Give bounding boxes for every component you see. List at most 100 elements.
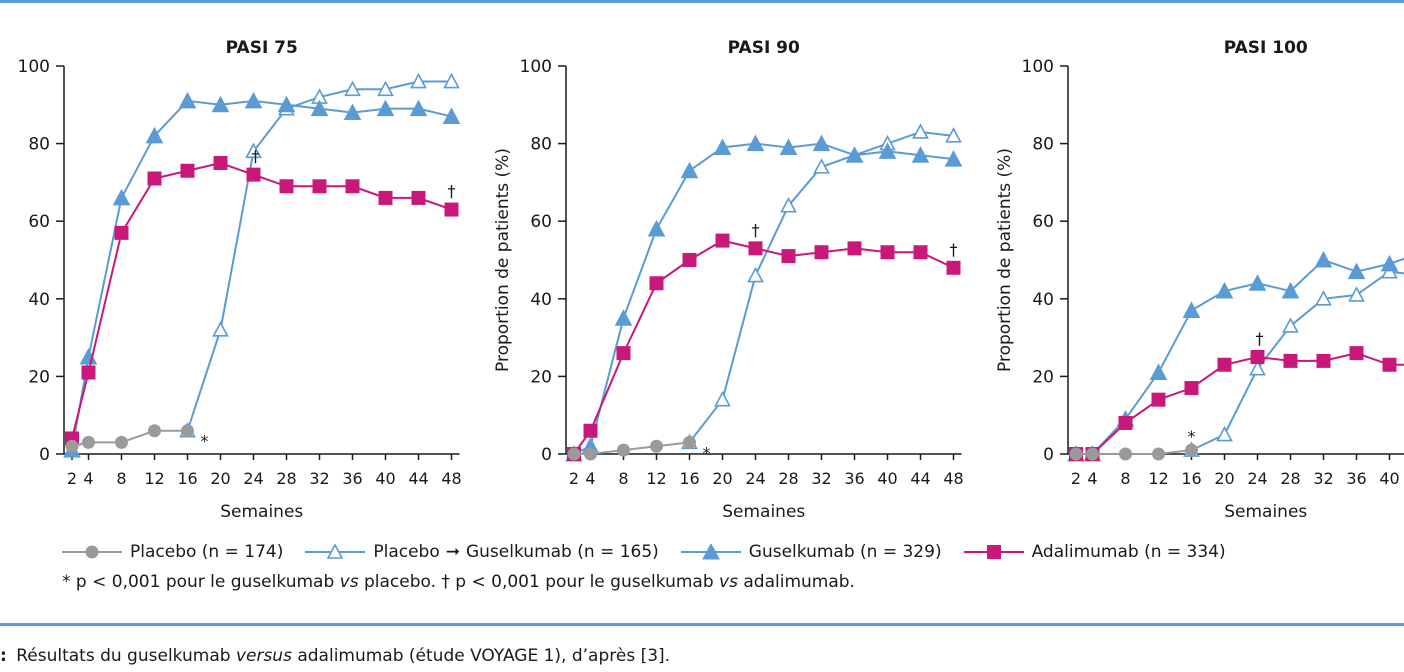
data-point-guselkumab — [442, 107, 461, 124]
annotation-mark: * — [201, 432, 209, 451]
data-point-placebo — [82, 435, 95, 449]
data-point-placebo — [1119, 447, 1132, 461]
data-point-guselkumab — [779, 138, 798, 155]
legend-item-adalimumab: Adalimumab (n = 334) — [963, 542, 1226, 562]
data-point-placebo-guselkumab — [714, 390, 731, 407]
data-point-placebo-guselkumab — [1348, 286, 1365, 302]
x-tick-label: 12 — [144, 469, 164, 488]
x-tick-label: 32 — [309, 469, 329, 488]
series-line-guselkumab — [573, 142, 954, 455]
legend-label-adalimumab: Adalimumab (n = 334) — [1031, 542, 1226, 562]
legend-item-placebo-guselkumab: Placebo ➞ Guselkumab (n = 165) — [305, 542, 659, 562]
data-point-placebo-guselkumab — [245, 142, 262, 159]
data-point-placebo — [650, 439, 663, 453]
data-point-adalimumab — [312, 179, 327, 194]
data-point-adalimumab — [1184, 381, 1199, 396]
x-tick-label: 32 — [811, 469, 831, 488]
y-tick-label: 100 — [520, 57, 552, 77]
y-tick-label: 60 — [530, 212, 552, 232]
data-point-adalimumab — [345, 179, 360, 194]
legend-marker-placebo — [62, 545, 122, 559]
data-point-placebo — [567, 447, 581, 461]
x-tick-label: 20 — [712, 469, 732, 488]
data-point-guselkumab — [878, 142, 897, 159]
data-point-placebo-guselkumab — [780, 196, 797, 213]
x-tick-label: 36 — [1346, 469, 1366, 488]
data-point-placebo-guselkumab — [945, 127, 962, 143]
y-tick-label: 80 — [530, 135, 552, 155]
data-point-adalimumab — [1151, 392, 1166, 407]
data-point-placebo-guselkumab — [1282, 317, 1299, 333]
data-point-adalimumab — [1349, 346, 1364, 361]
data-point-guselkumab — [614, 309, 633, 326]
data-point-adalimumab — [649, 276, 664, 291]
series-line-placebo-guselkumab — [186, 80, 452, 432]
y-tick-label: 60 — [1032, 212, 1054, 232]
data-point-adalimumab — [847, 241, 862, 256]
top-rule — [0, 0, 1404, 3]
annotation-mark: † — [950, 240, 958, 259]
data-point-placebo-guselkumab — [443, 72, 460, 89]
x-tick-label: 8 — [1120, 469, 1130, 488]
footnote-end: adalimumab. — [737, 572, 855, 592]
data-point-adalimumab — [946, 260, 961, 275]
data-point-placebo — [683, 435, 696, 449]
x-tick-label: 4 — [83, 469, 93, 488]
annotation-mark: † — [448, 182, 456, 201]
divider-rule — [0, 623, 1404, 626]
legend-marker-placebo-guselkumab — [305, 544, 366, 559]
x-tick-label: 8 — [116, 469, 126, 488]
legend-label-guselkumab: Guselkumab (n = 329) — [748, 542, 942, 562]
x-tick-label: 28 — [276, 469, 296, 488]
series-line-guselkumab — [71, 99, 452, 451]
y-tick-label: 0 — [541, 445, 552, 465]
data-point-adalimumab — [81, 365, 96, 380]
footnote-star: * p < 0,001 pour le guselkumab — [62, 572, 340, 592]
legend-item-placebo: Placebo (n = 174) — [62, 542, 283, 562]
data-point-guselkumab — [746, 134, 765, 152]
x-tick-label: 20 — [210, 469, 230, 488]
x-tick-label: 24 — [243, 469, 263, 488]
data-point-guselkumab — [647, 219, 666, 237]
data-point-guselkumab — [680, 161, 699, 179]
data-point-adalimumab — [748, 241, 763, 256]
data-point-guselkumab — [845, 146, 864, 163]
data-point-adalimumab — [213, 156, 228, 170]
data-point-placebo — [115, 435, 128, 449]
caption-versus: versus — [235, 646, 292, 666]
data-point-adalimumab — [279, 179, 294, 194]
data-point-adalimumab — [715, 233, 730, 248]
legend-item-guselkumab: Guselkumab (n = 329) — [680, 542, 942, 562]
legend-label-placebo-guselkumab-b: Guselkumab (n = 165) — [465, 542, 659, 562]
data-point-placebo-guselkumab — [410, 72, 427, 89]
data-point-guselkumab — [1281, 281, 1300, 299]
x-axis-label: Semaines — [1224, 502, 1307, 522]
data-point-adalimumab — [378, 190, 393, 205]
data-point-guselkumab — [1314, 250, 1333, 268]
data-point-guselkumab — [944, 150, 963, 167]
data-point-placebo-guselkumab — [377, 80, 394, 97]
y-axis-label: Proportion de patients (%) — [995, 148, 1015, 372]
x-tick-label: 12 — [646, 469, 666, 488]
annotation-mark: * — [1188, 427, 1196, 446]
y-tick-label: 80 — [1032, 135, 1054, 155]
annotation-mark: † — [1256, 329, 1264, 348]
data-point-adalimumab — [246, 167, 261, 182]
data-point-adalimumab — [1316, 353, 1331, 368]
data-point-adalimumab — [180, 163, 195, 178]
data-point-adalimumab — [1382, 357, 1397, 372]
footnote-vs-1: vs — [339, 572, 359, 592]
data-point-adalimumab — [616, 346, 631, 361]
figure-caption: : Résultats du guselkumab versus adalimu… — [0, 646, 670, 666]
x-tick-label: 16 — [679, 469, 699, 488]
chart-panel-3: PASI 10002040608010024812162024283236404… — [995, 38, 1404, 522]
data-point-guselkumab — [310, 99, 329, 117]
y-tick-label: 60 — [28, 212, 50, 232]
data-point-adalimumab — [913, 245, 928, 260]
data-point-guselkumab — [112, 188, 131, 206]
footnote: * p < 0,001 pour le guselkumab vs placeb… — [62, 572, 855, 592]
x-tick-label: 16 — [1181, 469, 1201, 488]
annotation-mark: † — [252, 147, 260, 166]
x-tick-label: 2 — [569, 469, 579, 488]
